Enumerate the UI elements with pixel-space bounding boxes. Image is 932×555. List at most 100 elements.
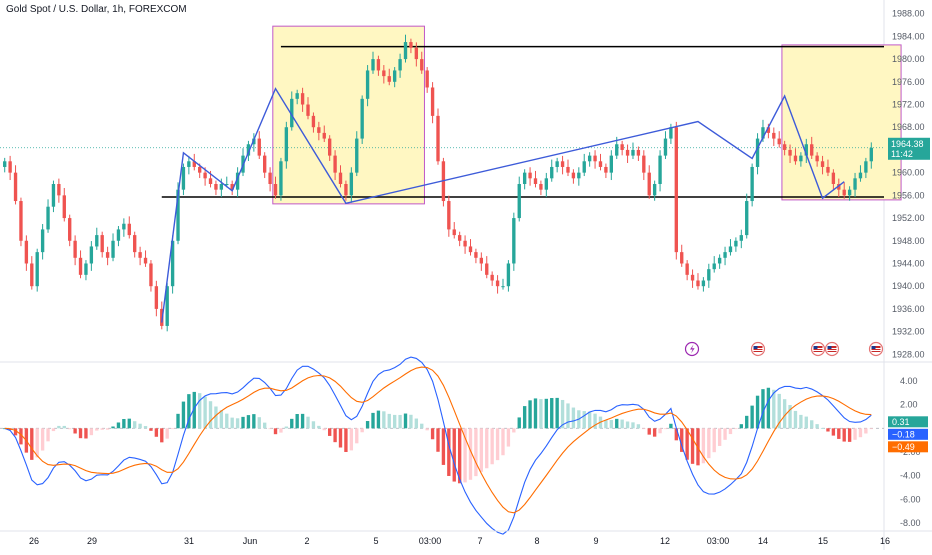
macd-histogram-bar xyxy=(284,426,289,429)
candle xyxy=(333,150,337,181)
candle xyxy=(717,254,722,269)
macd-histogram-bar xyxy=(539,399,543,429)
macd-histogram-bar xyxy=(95,428,99,431)
bar-countdown: 11:42 xyxy=(891,149,913,159)
candle-body xyxy=(170,240,175,287)
candle xyxy=(436,108,440,165)
candle-body xyxy=(46,206,50,230)
macd-histogram-bar xyxy=(680,428,684,452)
candle-body xyxy=(745,201,749,236)
candle xyxy=(517,176,521,222)
candle-body xyxy=(826,166,830,173)
macd-histogram-bar xyxy=(176,413,180,429)
candle xyxy=(327,135,332,162)
candle-body xyxy=(647,172,651,196)
candle-body xyxy=(73,240,77,258)
macd-histogram-bar xyxy=(78,428,83,439)
candle-body xyxy=(198,166,202,173)
macd-histogram-bar xyxy=(837,428,841,439)
candle-body xyxy=(625,149,630,156)
candle-body xyxy=(517,184,521,219)
time-axis-label: 31 xyxy=(184,536,194,546)
candle-body xyxy=(495,280,500,287)
candle-body xyxy=(295,93,299,99)
macd-histogram-bar xyxy=(642,428,646,430)
candle-body xyxy=(387,76,391,82)
macd-histogram-bar xyxy=(138,423,142,429)
macd-histogram-bar xyxy=(815,424,819,429)
candle-body xyxy=(636,149,641,156)
time-axis-label: Jun xyxy=(243,536,258,546)
macd-histogram-bar xyxy=(707,428,711,459)
candle xyxy=(225,176,229,188)
candle-body xyxy=(116,229,121,241)
macd-histogram-bar xyxy=(620,419,624,429)
candle xyxy=(338,165,343,188)
macd-histogram-bar xyxy=(241,416,245,429)
candle-body xyxy=(40,229,45,253)
candle-body xyxy=(257,138,261,156)
candle xyxy=(122,218,126,237)
candle xyxy=(539,180,543,196)
us-economic-event-icon xyxy=(868,341,884,357)
candle-body xyxy=(214,184,218,190)
candle xyxy=(566,159,570,177)
candle-body xyxy=(680,252,684,264)
candle xyxy=(815,152,819,167)
candle-body xyxy=(219,184,224,190)
candle xyxy=(468,239,473,256)
candle xyxy=(95,227,99,250)
candle-body xyxy=(457,235,462,241)
macd-histogram-bar xyxy=(593,413,597,429)
candle xyxy=(739,229,743,249)
time-axis-label: 2 xyxy=(304,536,309,546)
candle xyxy=(355,131,359,177)
candle-body xyxy=(24,240,29,264)
candle xyxy=(728,239,733,256)
macd-histogram-bar xyxy=(555,397,559,429)
candle xyxy=(479,252,484,271)
candle-body xyxy=(479,257,484,264)
macd-histogram-bar xyxy=(869,428,873,430)
candle-body xyxy=(642,155,646,173)
candle xyxy=(84,260,88,281)
candle xyxy=(290,91,294,131)
candle xyxy=(62,187,66,222)
macd-histogram-bar xyxy=(425,428,429,431)
histogram-badge xyxy=(888,416,928,428)
candle-body xyxy=(154,286,159,309)
candle-body xyxy=(84,263,88,275)
time-axis-label: 03:00 xyxy=(707,536,730,546)
candle xyxy=(51,180,56,213)
candle-body xyxy=(8,161,12,173)
candle xyxy=(690,269,695,288)
time-axis-label: 8 xyxy=(534,536,539,546)
candle-body xyxy=(230,184,234,190)
macd-histogram-bar xyxy=(414,418,419,429)
candle xyxy=(604,163,608,179)
candle-body xyxy=(631,149,635,156)
candle-body xyxy=(501,286,505,288)
macd-histogram-bar xyxy=(73,428,77,434)
candle-body xyxy=(382,70,386,77)
candle xyxy=(24,235,29,271)
price-tick-label: 1952.00 xyxy=(892,213,925,223)
time-axis-label: 29 xyxy=(87,536,97,546)
macd-histogram-bar xyxy=(344,428,348,452)
candle xyxy=(170,235,175,294)
candle xyxy=(853,172,857,198)
candle xyxy=(485,256,489,279)
candle xyxy=(35,248,39,292)
candle xyxy=(793,148,798,165)
candle-body xyxy=(707,269,711,281)
signal-value: −0.49 xyxy=(892,442,915,452)
macd-histogram-bar xyxy=(820,427,825,429)
macd-histogram-bar xyxy=(842,428,846,442)
macd-histogram-bar xyxy=(831,428,836,436)
macd-histogram-bar xyxy=(447,428,451,476)
macd-histogram-bar xyxy=(187,394,191,429)
macd-histogram-bar xyxy=(501,428,505,456)
candle-body xyxy=(235,172,240,190)
